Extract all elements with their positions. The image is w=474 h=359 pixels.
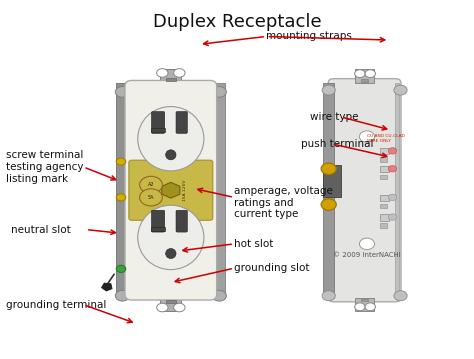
Circle shape <box>322 291 335 301</box>
Circle shape <box>156 69 168 77</box>
Ellipse shape <box>138 205 204 270</box>
Circle shape <box>115 87 129 97</box>
Bar <box>213 83 225 298</box>
Circle shape <box>140 189 162 206</box>
Polygon shape <box>162 182 180 198</box>
Bar <box>160 69 182 83</box>
Bar <box>166 78 175 81</box>
Ellipse shape <box>138 107 204 171</box>
Bar <box>380 224 387 228</box>
Bar <box>380 175 387 180</box>
Text: screw terminal
testing agency
listing mark: screw terminal testing agency listing ma… <box>6 150 84 183</box>
Ellipse shape <box>165 150 176 160</box>
Bar <box>355 69 374 83</box>
Circle shape <box>365 70 375 78</box>
Bar <box>380 148 389 154</box>
Text: hot slot: hot slot <box>234 239 273 249</box>
FancyBboxPatch shape <box>152 112 164 133</box>
Text: wire type: wire type <box>310 112 359 122</box>
Bar <box>380 157 387 162</box>
Circle shape <box>322 85 335 95</box>
Text: push terminal: push terminal <box>301 139 374 149</box>
Circle shape <box>173 303 185 312</box>
Bar <box>166 300 175 303</box>
Bar <box>380 195 389 201</box>
Bar <box>380 204 387 208</box>
Bar <box>395 83 399 298</box>
Bar <box>355 298 374 311</box>
Bar <box>380 214 389 221</box>
Circle shape <box>355 303 365 311</box>
Circle shape <box>140 176 162 194</box>
FancyBboxPatch shape <box>129 160 213 220</box>
Circle shape <box>388 165 397 172</box>
Circle shape <box>394 85 407 95</box>
Circle shape <box>359 131 374 142</box>
Bar <box>323 83 334 298</box>
Circle shape <box>388 148 397 154</box>
Ellipse shape <box>321 163 336 174</box>
FancyBboxPatch shape <box>176 210 187 232</box>
Ellipse shape <box>321 199 336 210</box>
Bar <box>322 165 341 197</box>
Circle shape <box>388 194 397 201</box>
Circle shape <box>355 70 365 78</box>
Text: A2: A2 <box>148 182 154 187</box>
Text: © 2009 InterNACHI: © 2009 InterNACHI <box>333 252 401 258</box>
Circle shape <box>359 238 374 250</box>
FancyBboxPatch shape <box>176 112 187 133</box>
Circle shape <box>173 69 185 77</box>
Bar <box>361 299 368 301</box>
Bar <box>380 166 389 172</box>
Text: mounting straps: mounting straps <box>266 32 352 41</box>
Circle shape <box>388 214 397 220</box>
Bar <box>151 227 165 231</box>
Circle shape <box>212 290 227 301</box>
Circle shape <box>212 87 227 97</box>
Circle shape <box>365 303 375 311</box>
Text: Duplex Receptacle: Duplex Receptacle <box>153 13 321 31</box>
Bar <box>117 83 128 298</box>
Bar <box>361 79 368 81</box>
Circle shape <box>156 303 168 312</box>
Bar <box>160 298 182 311</box>
Circle shape <box>116 158 126 165</box>
Circle shape <box>116 265 126 272</box>
FancyBboxPatch shape <box>125 80 217 300</box>
Ellipse shape <box>165 248 176 258</box>
Text: CU AND CU-CLAD
WIRE ONLY: CU AND CU-CLAD WIRE ONLY <box>367 134 405 143</box>
Bar <box>151 128 165 132</box>
Text: 15A 125V: 15A 125V <box>183 180 187 201</box>
FancyBboxPatch shape <box>152 210 164 232</box>
Text: 5A: 5A <box>148 195 154 200</box>
Circle shape <box>394 291 407 301</box>
Text: neutral slot: neutral slot <box>11 225 71 234</box>
Text: grounding slot: grounding slot <box>234 263 310 273</box>
FancyBboxPatch shape <box>328 79 401 302</box>
Circle shape <box>115 290 129 301</box>
Circle shape <box>116 194 126 201</box>
Text: amperage, voltage
ratings and
current type: amperage, voltage ratings and current ty… <box>234 186 333 219</box>
Text: grounding terminal: grounding terminal <box>6 300 107 310</box>
